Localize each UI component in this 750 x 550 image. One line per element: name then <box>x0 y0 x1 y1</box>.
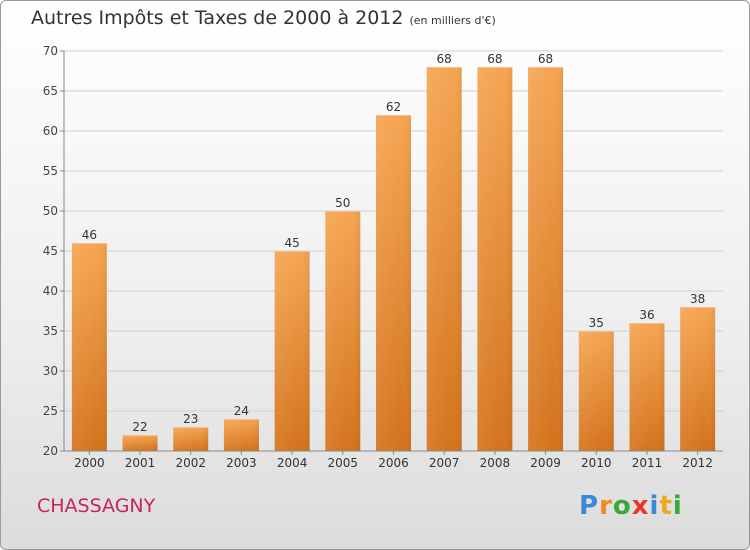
x-tick-label: 2009 <box>530 456 561 470</box>
data-label: 23 <box>183 412 198 426</box>
data-label: 36 <box>639 308 654 322</box>
data-label: 68 <box>487 52 502 66</box>
y-tick-label: 50 <box>43 204 58 218</box>
x-tick-label: 2001 <box>125 456 156 470</box>
logo-letter: x <box>631 491 650 521</box>
chart-title-text: Autres Impôts et Taxes de 2000 à 2012 <box>31 7 404 29</box>
y-tick-label: 25 <box>43 404 58 418</box>
logo-letter: i <box>649 491 660 521</box>
logo-letter: o <box>612 491 632 521</box>
bar-shade <box>528 67 564 451</box>
data-label: 62 <box>386 100 401 114</box>
y-tick-label: 20 <box>43 444 58 458</box>
data-label: 68 <box>538 52 553 66</box>
x-tick-label: 2006 <box>378 456 409 470</box>
chart-title: Autres Impôts et Taxes de 2000 à 2012 (en… <box>31 7 496 29</box>
y-tick-label: 55 <box>43 164 58 178</box>
x-tick-label: 2012 <box>682 456 713 470</box>
data-label: 35 <box>589 316 604 330</box>
x-tick-label: 2011 <box>632 456 663 470</box>
y-tick-label: 60 <box>43 124 58 138</box>
data-label: 50 <box>335 196 350 210</box>
x-tick-label: 2003 <box>226 456 257 470</box>
bar-shade <box>376 115 411 451</box>
bar-shade <box>71 243 107 451</box>
data-labels: 46 22 23 24 45 50 62 68 68 68 35 36 38 <box>82 52 706 434</box>
y-tick-label: 40 <box>43 284 58 298</box>
x-tick-label: 2000 <box>74 456 105 470</box>
bar-shade <box>629 323 665 451</box>
logo-letter: r <box>599 491 613 521</box>
logo-letter: t <box>659 491 673 521</box>
y-tick-label: 70 <box>43 44 58 58</box>
axes: 20 25 30 35 40 45 50 55 60 65 70 2000 2001 2002 2003 20… <box>43 44 723 470</box>
bar-shade <box>477 67 513 451</box>
bar-shade <box>426 67 462 451</box>
bar-shade <box>122 435 158 451</box>
data-label: 38 <box>690 292 705 306</box>
logo-letter: i <box>672 491 683 521</box>
bar-shade <box>173 427 209 451</box>
data-label: 24 <box>234 404 249 418</box>
x-tick-label: 2004 <box>277 456 308 470</box>
y-tick-label: 35 <box>43 324 58 338</box>
x-tick-label: 2007 <box>429 456 460 470</box>
y-tick-label: 65 <box>43 84 58 98</box>
y-tick-label: 45 <box>43 244 58 258</box>
chart-subtitle: (en milliers d'€) <box>409 14 496 27</box>
data-label: 45 <box>284 236 299 250</box>
y-tick-label: 30 <box>43 364 58 378</box>
bar-shade <box>578 331 614 451</box>
commune-name: CHASSAGNY <box>37 495 156 517</box>
bar-shade <box>325 211 361 451</box>
bars <box>71 67 716 451</box>
bar-shade <box>223 419 259 451</box>
x-tick-label: 2005 <box>328 456 359 470</box>
x-tick-label: 2008 <box>480 456 511 470</box>
x-tick-label: 2010 <box>581 456 612 470</box>
bar-shade <box>680 307 716 451</box>
data-label: 22 <box>132 420 147 434</box>
data-label: 46 <box>82 228 97 242</box>
proxiti-logo: Proxiti <box>579 491 683 521</box>
logo-letter: P <box>579 491 600 521</box>
x-tick-label: 2002 <box>175 456 206 470</box>
data-label: 68 <box>437 52 452 66</box>
bar-shade <box>274 251 310 451</box>
